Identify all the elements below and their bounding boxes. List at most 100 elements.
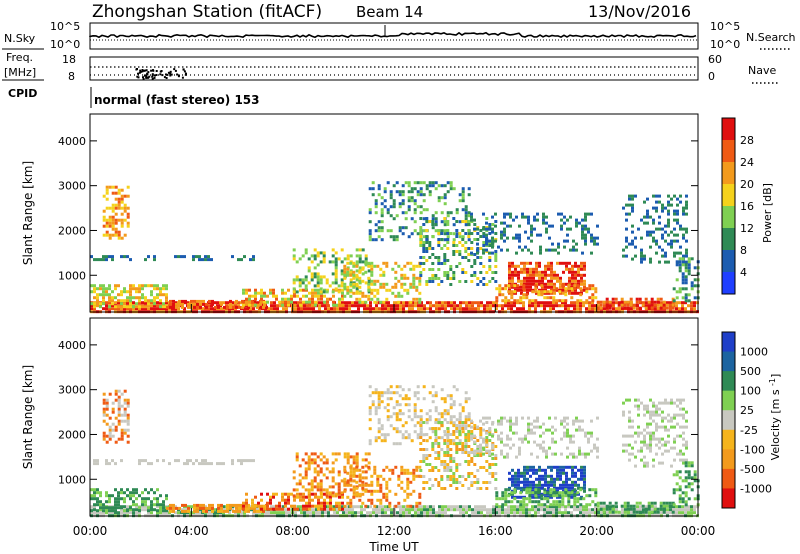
- scatter-cell: [419, 427, 423, 431]
- scatter-cell: [488, 239, 491, 243]
- scatter-cell: [575, 419, 578, 423]
- scatter-cell: [287, 492, 290, 496]
- scatter-cell: [123, 233, 127, 237]
- scatter-cell: [679, 194, 682, 198]
- scatter-cell: [514, 285, 517, 289]
- scatter-cell: [572, 248, 575, 252]
- scatter-cell: [302, 300, 305, 304]
- scatter-cell: [617, 303, 621, 307]
- scatter-cell: [352, 282, 356, 286]
- scatter-cell: [266, 300, 269, 304]
- scatter-cell: [470, 265, 474, 268]
- scatter-cell: [535, 261, 538, 265]
- scatter-cell: [270, 301, 273, 305]
- scatter-cell: [270, 505, 273, 509]
- scatter-cell: [204, 505, 207, 509]
- scatter-cell: [292, 290, 296, 294]
- scatter-cell: [540, 284, 544, 288]
- scatter-cell: [269, 288, 272, 292]
- scatter-cell: [682, 254, 685, 258]
- scatter-cell: [293, 294, 296, 298]
- scatter-cell: [573, 508, 576, 512]
- scatter-cell: [159, 511, 162, 515]
- scatter-cell: [416, 433, 420, 437]
- scatter-cell: [476, 226, 480, 229]
- scatter-cell: [349, 270, 353, 274]
- scatter-cell: [440, 196, 444, 200]
- scatter-cell: [494, 212, 497, 216]
- scatter-cell: [639, 505, 642, 509]
- scatter-cell: [428, 184, 432, 188]
- scatter-cell: [588, 508, 591, 512]
- scatter-cell: [534, 491, 538, 495]
- scatter-cell: [500, 431, 503, 435]
- freq-point: [150, 69, 153, 72]
- scatter-cell: [562, 285, 565, 289]
- scatter-cell: [400, 282, 404, 286]
- scatter-cell: [520, 279, 523, 283]
- scatter-cell: [461, 190, 465, 194]
- scatter-cell: [491, 230, 494, 234]
- scatter-cell: [623, 303, 627, 307]
- scatter-cell: [526, 285, 529, 289]
- scatter-cell: [355, 492, 359, 496]
- scatter-cell: [316, 251, 320, 255]
- scatter-cell: [99, 305, 102, 309]
- scatter-cell: [120, 299, 123, 303]
- scatter-cell: [485, 236, 488, 240]
- scatter-cell: [376, 297, 380, 301]
- freq-point: [152, 69, 154, 72]
- scatter-cell: [340, 269, 344, 273]
- scatter-cell: [529, 465, 532, 469]
- scatter-cell: [123, 511, 126, 515]
- scatter-cell: [517, 474, 520, 478]
- scatter-cell: [355, 455, 359, 459]
- scatter-cell: [514, 291, 517, 295]
- scatter-cell: [470, 274, 474, 277]
- freq-point: [144, 69, 147, 72]
- scatter-cell: [467, 454, 471, 457]
- scatter-cell: [108, 494, 111, 498]
- scatter-cell: [464, 241, 468, 244]
- scatter-cell: [318, 307, 321, 311]
- scatter-cell: [432, 508, 435, 512]
- scatter-cell: [494, 238, 498, 241]
- scatter-cell: [455, 235, 459, 238]
- scatter-cell: [349, 474, 353, 478]
- scatter-cell: [383, 205, 387, 209]
- scatter-cell: [401, 388, 405, 392]
- scatter-cell: [576, 284, 580, 288]
- scatter-cell: [90, 307, 93, 311]
- scatter-cell: [645, 301, 648, 305]
- scatter-cell: [428, 478, 432, 481]
- scatter-cell: [304, 287, 308, 291]
- scatter-cell: [675, 508, 678, 512]
- scatter-cell: [684, 287, 688, 291]
- scatter-cell: [361, 465, 365, 469]
- scatter-cell: [671, 306, 675, 310]
- scatter-cell: [690, 281, 694, 285]
- scatter-cell: [390, 511, 393, 515]
- scatter-cell: [281, 498, 284, 502]
- scatter-cell: [557, 245, 560, 249]
- scatter-cell: [381, 307, 384, 311]
- scatter-cell: [389, 229, 393, 233]
- scatter-cell: [464, 478, 468, 481]
- scatter-cell: [395, 400, 399, 404]
- scatter-cell: [384, 511, 387, 515]
- scatter-cell: [355, 291, 359, 295]
- scatter-cell: [523, 270, 526, 274]
- scatter-cell: [349, 488, 353, 492]
- scatter-cell: [117, 419, 121, 423]
- scatter-cell: [297, 301, 300, 305]
- scatter-cell: [418, 282, 422, 286]
- scatter-cell: [93, 290, 96, 294]
- scatter-cell: [327, 508, 330, 512]
- scatter-cell: [578, 446, 581, 450]
- nsky-trace: [89, 31, 697, 39]
- scatter-cell: [398, 229, 402, 233]
- scatter-cell: [159, 494, 162, 498]
- scatter-cell: [135, 511, 138, 515]
- scatter-cell: [111, 185, 115, 189]
- scatter-cell: [114, 503, 117, 507]
